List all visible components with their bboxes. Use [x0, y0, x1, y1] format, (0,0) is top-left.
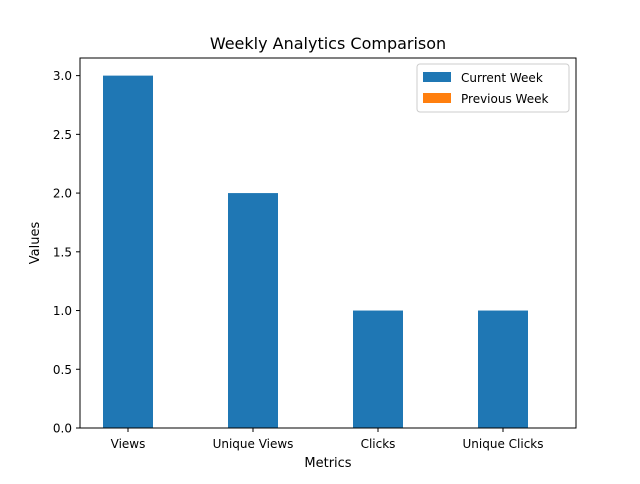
legend-label-current-week: Current Week	[461, 71, 543, 85]
chart-title: Weekly Analytics Comparison	[210, 34, 446, 53]
y-tick-label: 1.5	[53, 245, 72, 259]
y-tick-label: 3.0	[53, 69, 72, 83]
x-tick-label: Unique Views	[213, 437, 294, 451]
legend-label-previous-week: Previous Week	[461, 92, 548, 106]
x-tick-label: Views	[111, 437, 146, 451]
legend-box	[416, 63, 570, 113]
axes-frame	[79, 57, 577, 429]
y-tick-label: 2.5	[53, 128, 72, 142]
bar-current-week-2	[353, 310, 403, 428]
legend: Current Week Previous Week	[416, 63, 570, 113]
bars	[103, 75, 528, 429]
y-axis: 0.0 0.5 1.0 1.5 2.0 2.5 3.0	[53, 69, 80, 436]
bar-current-week-1	[228, 193, 278, 428]
bar-current-week-3	[478, 310, 528, 428]
bar-current-week-0	[103, 75, 153, 429]
x-tick-label: Unique Clicks	[463, 437, 544, 451]
y-tick-label: 2.0	[53, 187, 72, 201]
legend-swatch-previous-week	[423, 93, 451, 103]
x-axis: Views Unique Views Clicks Unique Clicks	[111, 428, 544, 451]
x-tick-label: Clicks	[361, 437, 396, 451]
legend-swatch-current-week	[423, 72, 451, 82]
axes-spines	[79, 57, 577, 429]
y-tick-label: 1.0	[53, 304, 72, 318]
y-axis-label: Values	[28, 222, 43, 265]
y-tick-label: 0.0	[53, 422, 72, 436]
x-axis-label: Metrics	[304, 456, 351, 471]
y-tick-label: 0.5	[53, 363, 72, 377]
